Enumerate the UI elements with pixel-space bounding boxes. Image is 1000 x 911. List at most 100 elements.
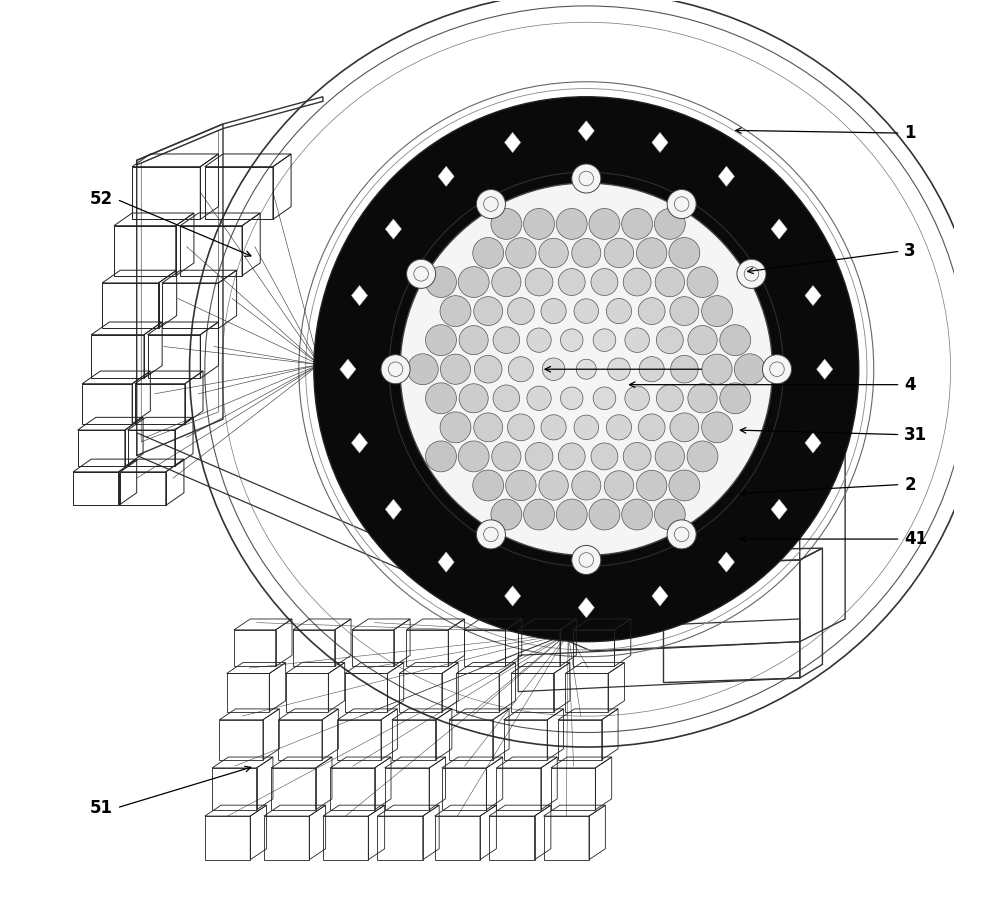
Polygon shape	[718, 167, 734, 187]
Circle shape	[702, 412, 733, 443]
Circle shape	[604, 239, 634, 268]
Circle shape	[381, 354, 410, 384]
Circle shape	[474, 355, 502, 383]
Circle shape	[720, 324, 751, 355]
Circle shape	[459, 384, 488, 413]
Circle shape	[593, 387, 616, 410]
Circle shape	[636, 470, 667, 501]
Circle shape	[608, 358, 630, 381]
Polygon shape	[652, 586, 668, 606]
Circle shape	[572, 546, 601, 575]
Circle shape	[560, 329, 583, 352]
Text: 51: 51	[89, 799, 112, 817]
Circle shape	[591, 269, 618, 295]
Circle shape	[541, 415, 566, 440]
Circle shape	[539, 239, 568, 268]
Circle shape	[506, 238, 536, 268]
Text: 52: 52	[89, 190, 113, 209]
Circle shape	[702, 296, 733, 326]
Circle shape	[674, 197, 689, 211]
Polygon shape	[771, 220, 787, 239]
Circle shape	[458, 267, 489, 298]
Circle shape	[476, 189, 505, 219]
Circle shape	[493, 385, 520, 412]
Polygon shape	[438, 167, 454, 187]
Circle shape	[556, 209, 587, 240]
Circle shape	[426, 441, 456, 472]
Circle shape	[737, 260, 766, 289]
Circle shape	[688, 384, 717, 413]
Circle shape	[591, 443, 618, 470]
Circle shape	[655, 267, 685, 297]
Polygon shape	[438, 552, 454, 572]
Polygon shape	[505, 586, 521, 606]
Polygon shape	[385, 220, 401, 239]
Text: 31: 31	[904, 425, 927, 444]
Polygon shape	[505, 132, 521, 152]
Circle shape	[491, 209, 522, 240]
Circle shape	[458, 441, 489, 472]
Circle shape	[508, 357, 533, 382]
Circle shape	[687, 441, 718, 472]
Circle shape	[507, 298, 534, 324]
Ellipse shape	[389, 172, 783, 567]
Polygon shape	[652, 132, 668, 152]
Circle shape	[426, 324, 456, 355]
Circle shape	[770, 362, 784, 376]
Circle shape	[670, 297, 699, 325]
Circle shape	[734, 353, 765, 384]
Circle shape	[525, 268, 553, 296]
Circle shape	[539, 471, 568, 500]
Circle shape	[574, 299, 599, 323]
Circle shape	[622, 499, 653, 530]
Ellipse shape	[314, 97, 859, 641]
Circle shape	[572, 239, 601, 268]
Circle shape	[687, 267, 718, 298]
Circle shape	[407, 260, 436, 289]
Circle shape	[440, 354, 471, 384]
Circle shape	[525, 443, 553, 470]
Circle shape	[558, 269, 585, 295]
Circle shape	[604, 471, 634, 500]
Text: 1: 1	[904, 124, 916, 142]
Polygon shape	[385, 499, 401, 519]
Circle shape	[473, 238, 504, 269]
Polygon shape	[578, 121, 594, 141]
Circle shape	[527, 328, 551, 353]
Polygon shape	[805, 285, 821, 305]
Circle shape	[558, 443, 585, 470]
Text: 4: 4	[904, 375, 916, 394]
Circle shape	[623, 268, 651, 296]
Circle shape	[622, 209, 653, 240]
Circle shape	[574, 415, 599, 440]
Circle shape	[407, 353, 438, 384]
Circle shape	[556, 499, 587, 530]
Circle shape	[524, 209, 554, 240]
Circle shape	[638, 298, 665, 324]
Circle shape	[589, 499, 620, 530]
Circle shape	[493, 327, 520, 353]
Circle shape	[474, 413, 503, 442]
Circle shape	[491, 499, 522, 530]
Circle shape	[440, 412, 471, 443]
Circle shape	[639, 357, 664, 382]
Circle shape	[593, 329, 616, 352]
Circle shape	[688, 325, 717, 354]
Circle shape	[440, 296, 471, 326]
Circle shape	[560, 387, 583, 410]
Circle shape	[484, 527, 498, 542]
Circle shape	[744, 267, 759, 281]
Polygon shape	[805, 433, 821, 453]
Circle shape	[572, 471, 601, 500]
Circle shape	[507, 414, 534, 441]
Circle shape	[606, 299, 632, 323]
Circle shape	[589, 209, 620, 240]
Circle shape	[669, 238, 700, 269]
Circle shape	[656, 384, 683, 412]
Polygon shape	[771, 499, 787, 519]
Circle shape	[474, 297, 503, 325]
Circle shape	[674, 527, 689, 542]
Polygon shape	[352, 433, 368, 453]
Text: 41: 41	[904, 530, 927, 548]
Circle shape	[671, 355, 698, 383]
